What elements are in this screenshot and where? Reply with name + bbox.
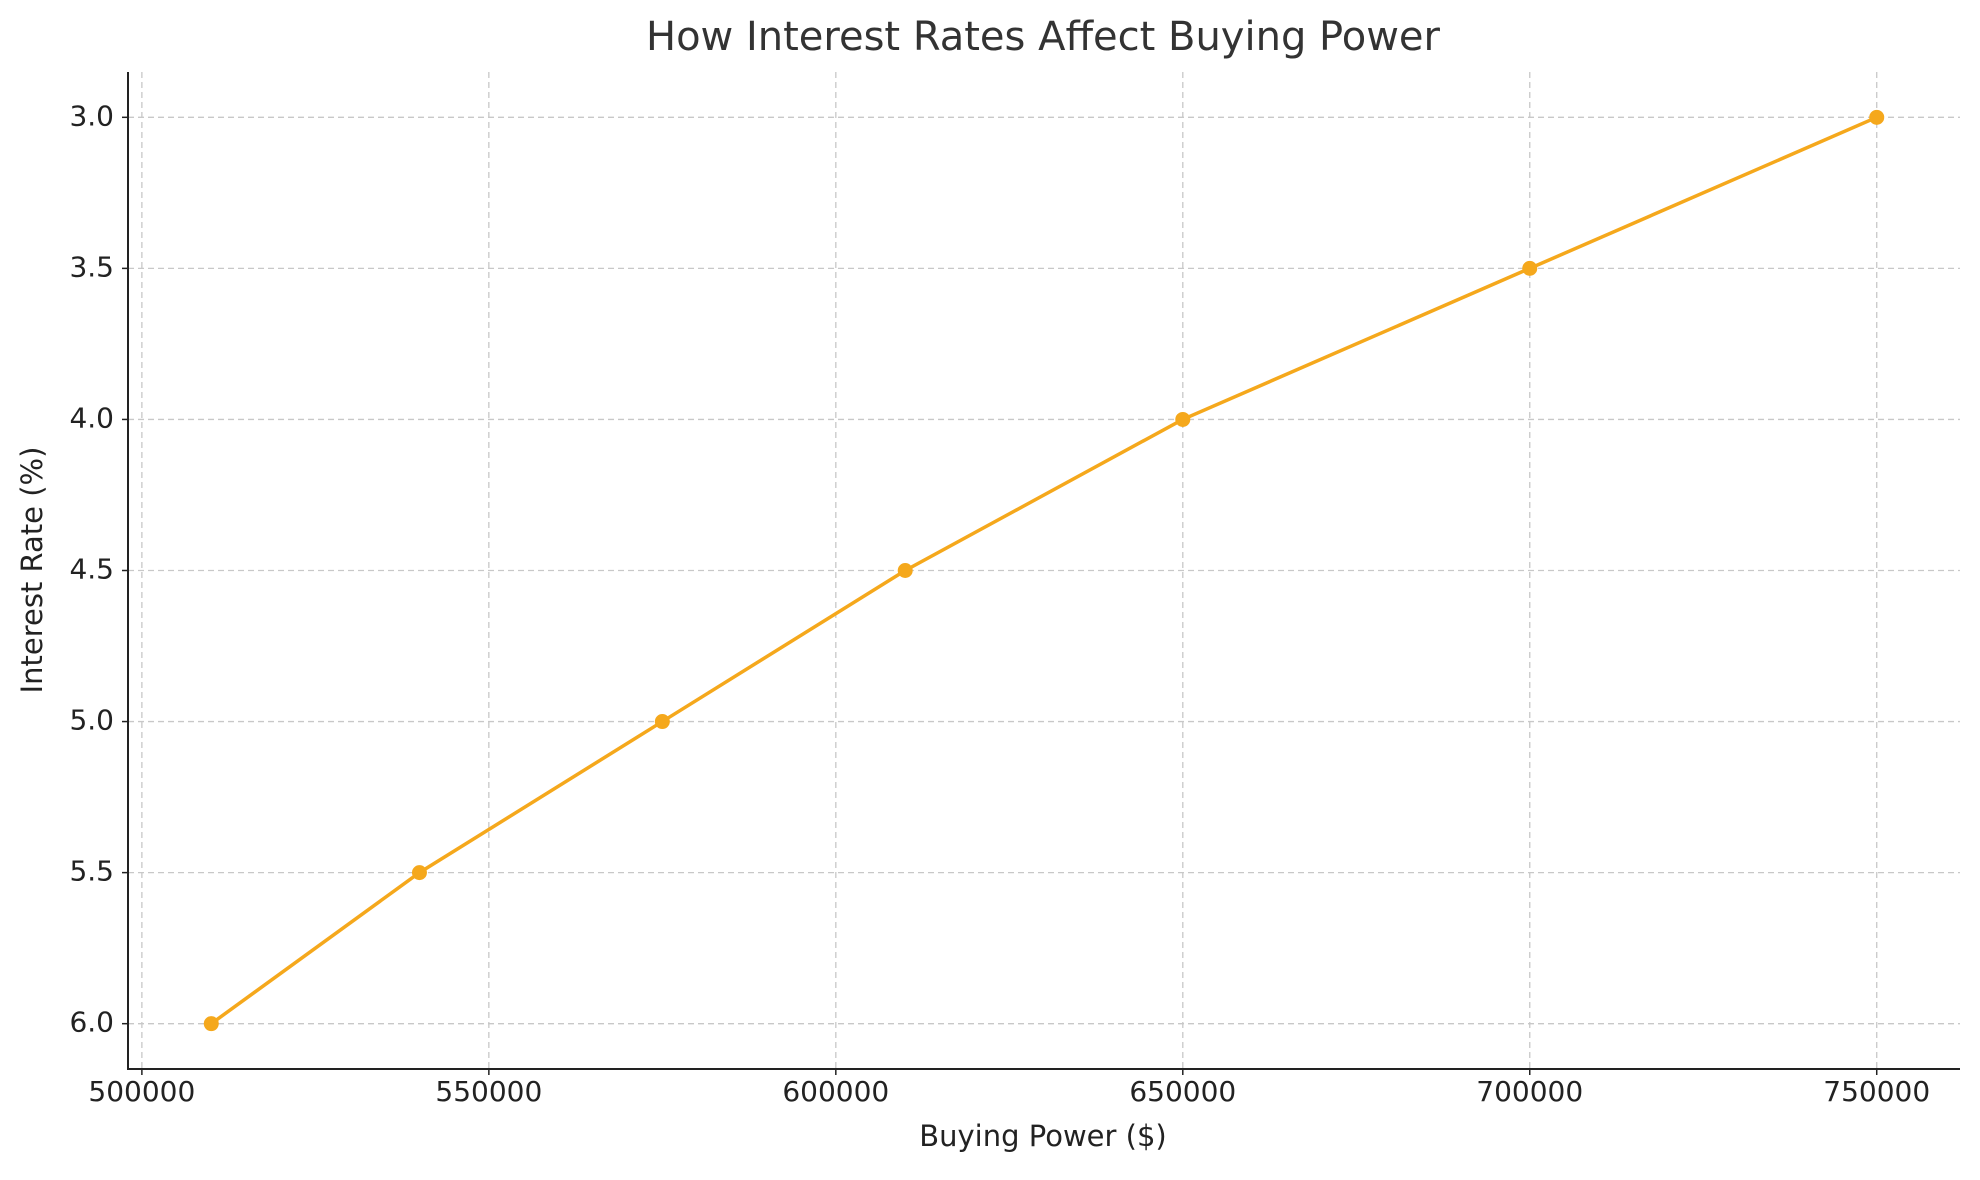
y-tick-label: 5.0 bbox=[69, 704, 114, 737]
data-point bbox=[1869, 109, 1885, 125]
y-tick-label: 3.5 bbox=[69, 250, 114, 283]
chart-title: How Interest Rates Affect Buying Power bbox=[646, 14, 1441, 60]
data-point bbox=[1522, 260, 1538, 276]
x-axis-label: Buying Power ($) bbox=[919, 1119, 1166, 1153]
y-tick-label: 4.5 bbox=[69, 553, 114, 586]
y-tick-label: 5.5 bbox=[69, 855, 114, 888]
x-tick-label: 550000 bbox=[435, 1075, 542, 1108]
y-tick-label: 3.0 bbox=[69, 99, 114, 132]
x-tick-label: 600000 bbox=[782, 1075, 889, 1108]
y-tick-label: 6.0 bbox=[69, 1006, 114, 1039]
x-tick-label: 700000 bbox=[1476, 1075, 1583, 1108]
y-tick-label: 4.0 bbox=[69, 401, 114, 434]
y-axis-label: Interest Rate (%) bbox=[15, 447, 49, 694]
x-tick-label: 750000 bbox=[1823, 1075, 1930, 1108]
plot-area bbox=[203, 109, 1885, 1032]
data-point bbox=[1175, 411, 1191, 427]
x-tick-label: 650000 bbox=[1129, 1075, 1236, 1108]
data-point bbox=[654, 714, 670, 730]
data-point bbox=[411, 865, 427, 881]
x-tick-label: 500000 bbox=[88, 1075, 195, 1108]
data-point bbox=[203, 1016, 219, 1032]
grid bbox=[128, 72, 1960, 1069]
data-point bbox=[897, 563, 913, 578]
